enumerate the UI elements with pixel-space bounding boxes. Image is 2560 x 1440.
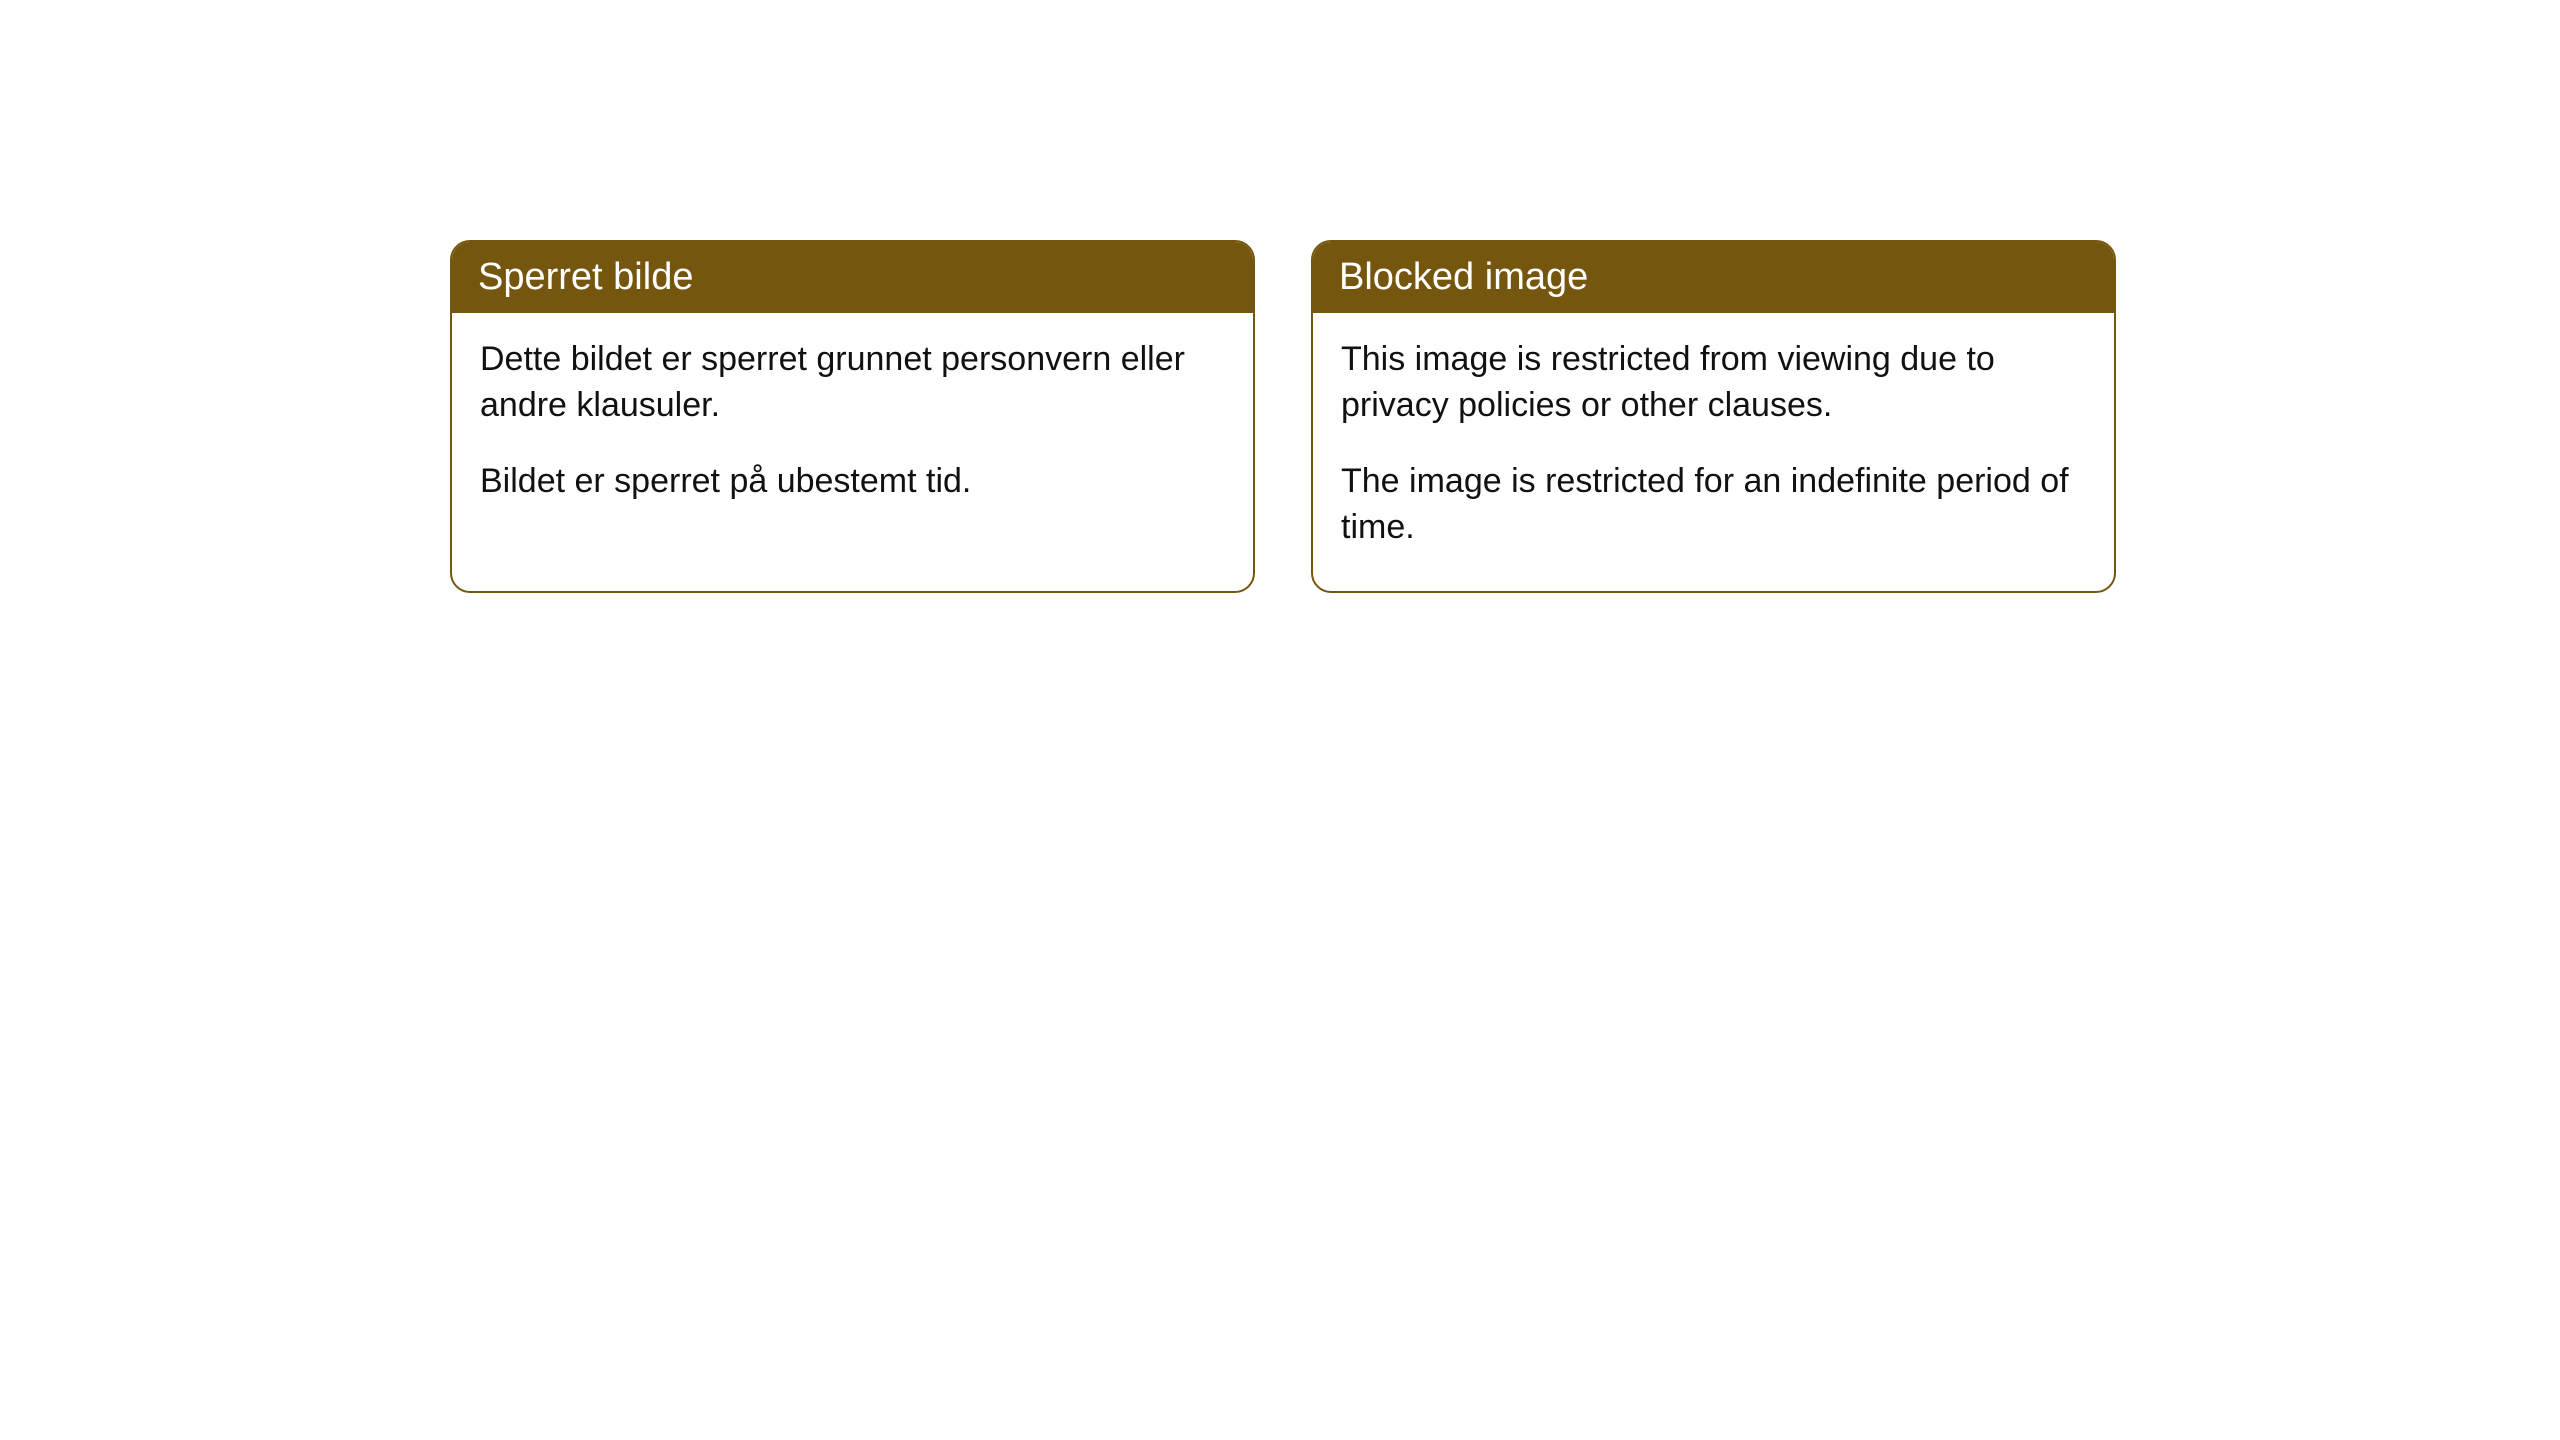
card-title: Blocked image xyxy=(1339,256,1588,298)
card-body: This image is restricted from viewing du… xyxy=(1313,313,2114,591)
card-body: Dette bildet er sperret grunnet personve… xyxy=(452,313,1253,545)
card-norwegian: Sperret bilde Dette bildet er sperret gr… xyxy=(450,240,1255,593)
card-english: Blocked image This image is restricted f… xyxy=(1311,240,2116,593)
card-header: Blocked image xyxy=(1313,242,2114,313)
card-header: Sperret bilde xyxy=(452,242,1253,313)
card-paragraph: The image is restricted for an indefinit… xyxy=(1341,459,2086,551)
card-paragraph: Bildet er sperret på ubestemt tid. xyxy=(480,459,1225,505)
card-title: Sperret bilde xyxy=(478,256,693,298)
cards-container: Sperret bilde Dette bildet er sperret gr… xyxy=(450,240,2560,593)
card-paragraph: Dette bildet er sperret grunnet personve… xyxy=(480,337,1225,429)
card-paragraph: This image is restricted from viewing du… xyxy=(1341,337,2086,429)
